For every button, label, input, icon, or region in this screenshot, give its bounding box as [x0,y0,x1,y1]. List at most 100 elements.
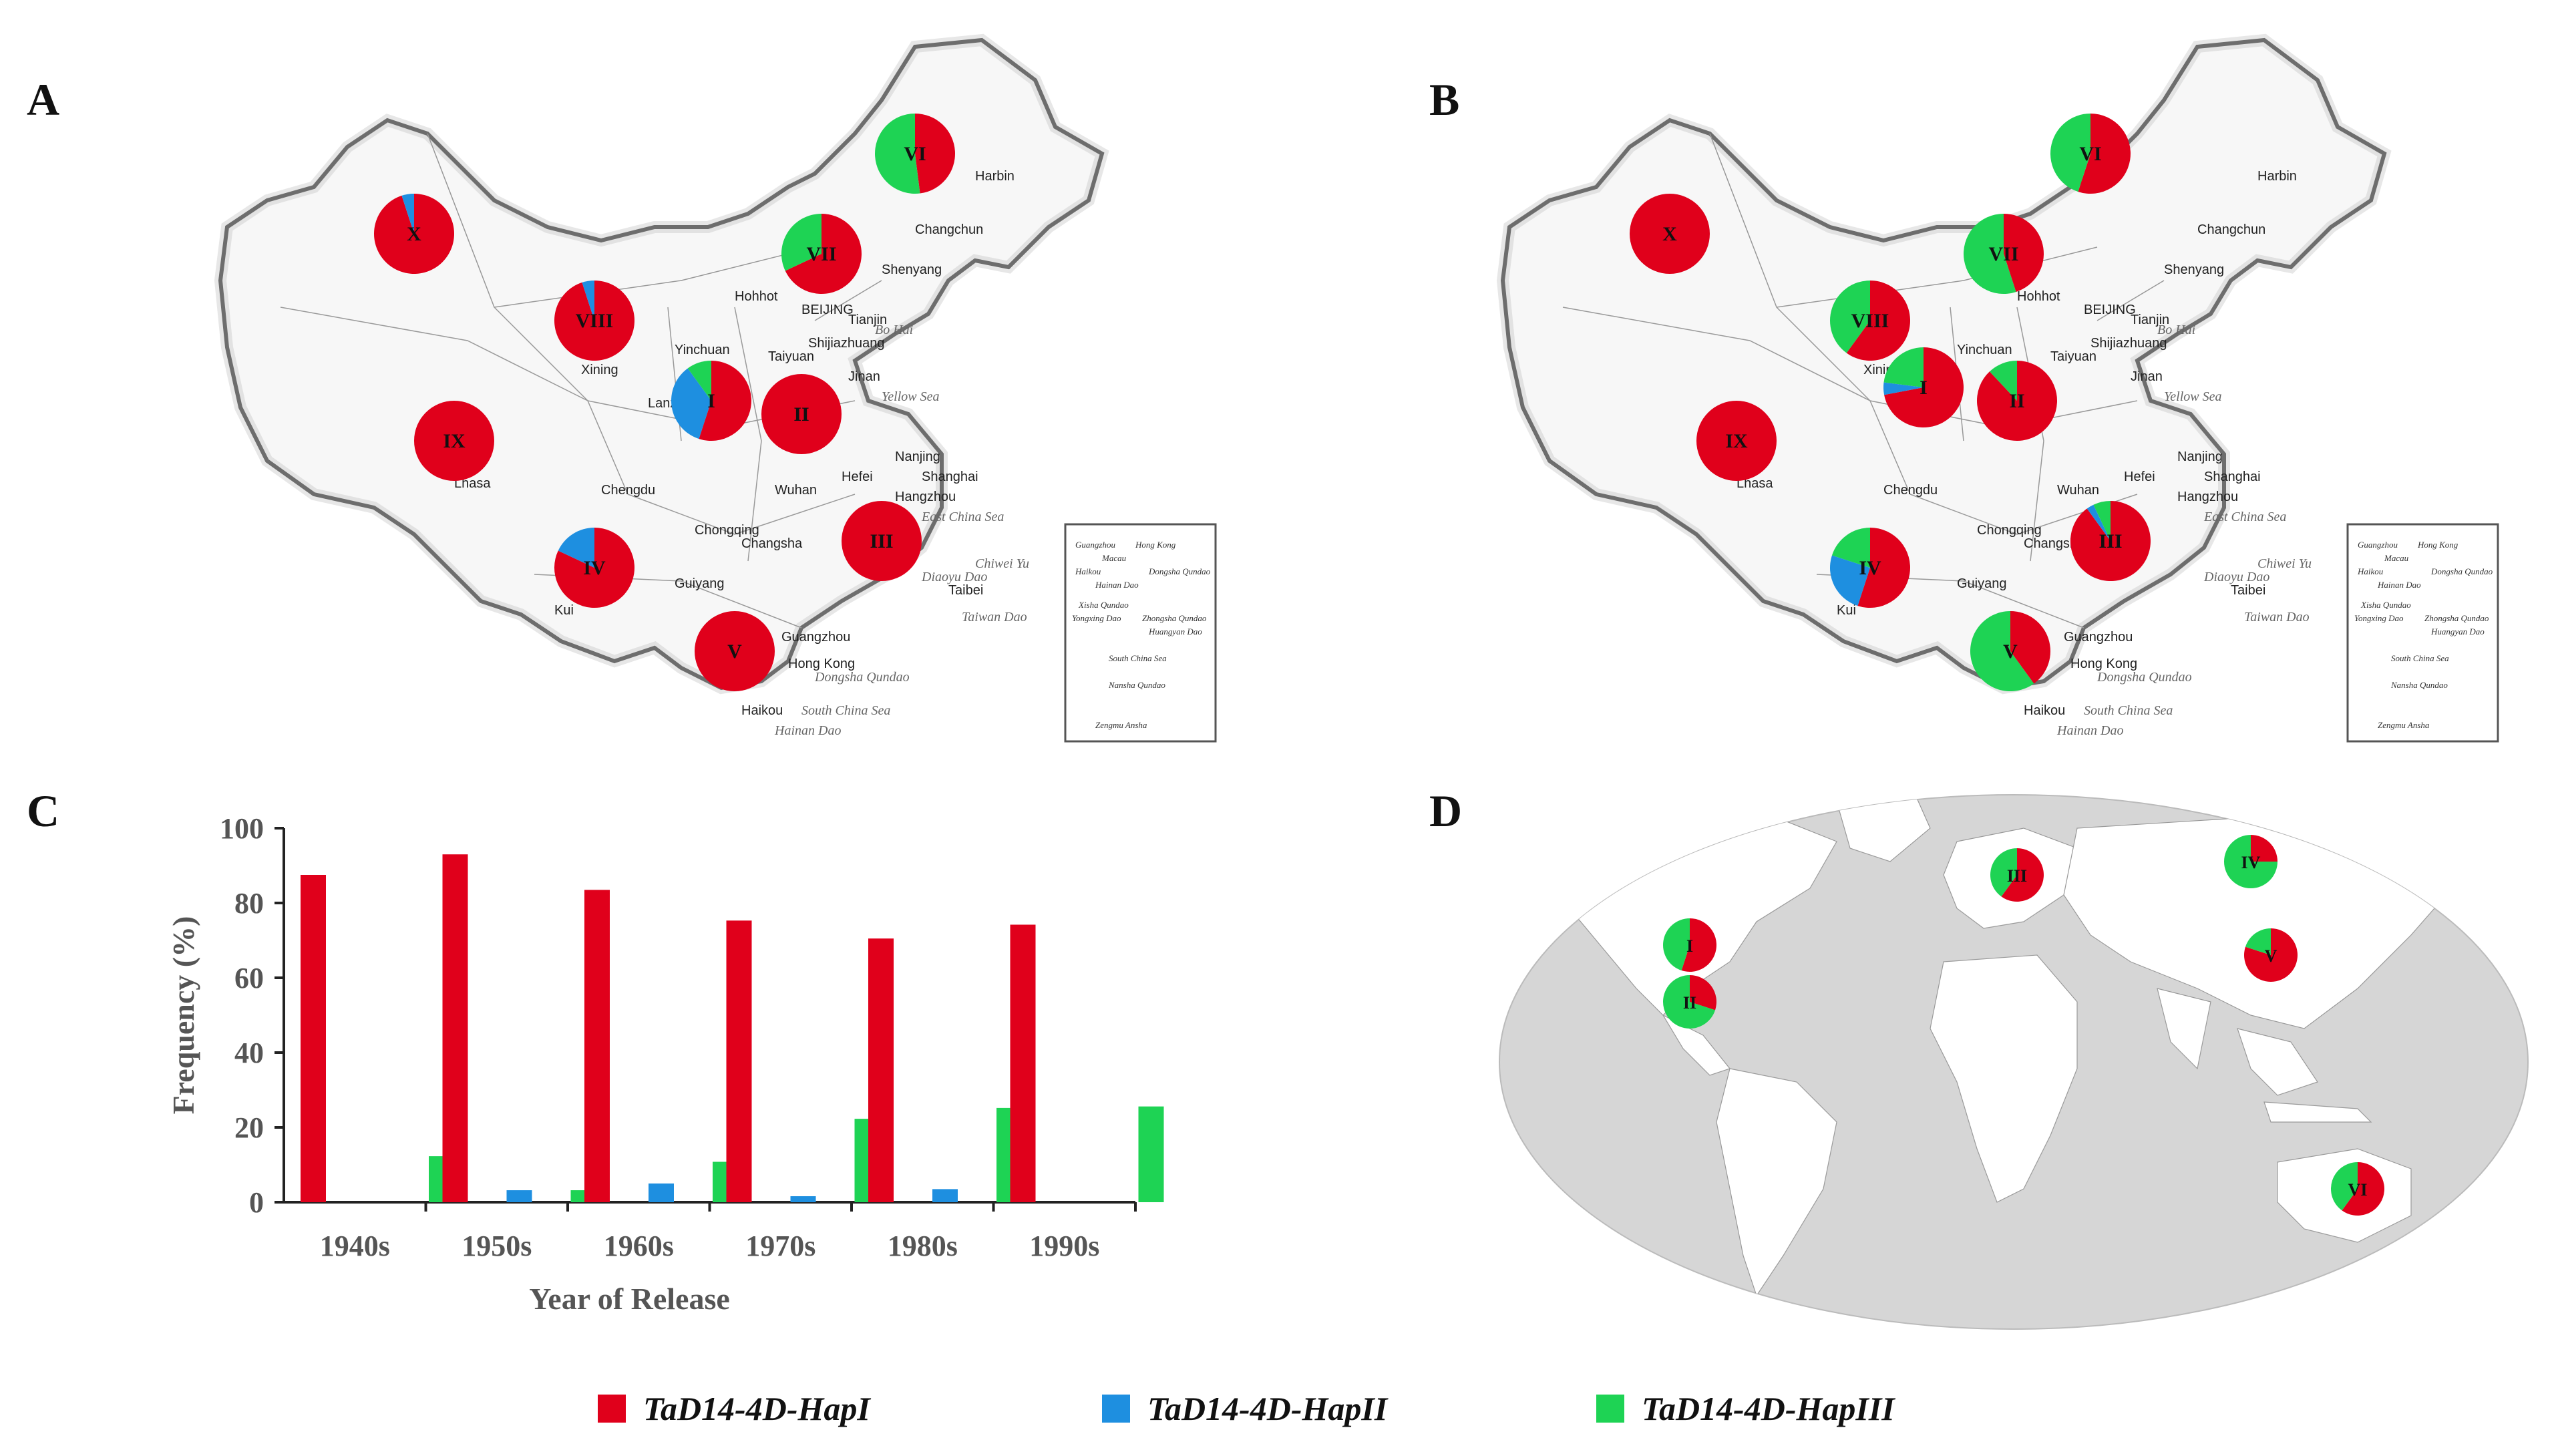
city-label: Chongqing [1977,523,2042,538]
legend-label-hapI: TaD14-4D-HapI [643,1390,870,1427]
bar-hapII [932,1189,958,1202]
city-label: Haikou [2024,703,2065,718]
inset-label: Macau [2384,553,2409,563]
legend-item-hapIII: TaD14-4D-HapIII [1596,1389,1895,1428]
city-label: Wuhan [2057,483,2099,498]
city-label: Hong Kong [788,657,855,671]
pie-slice-hapII [558,528,594,568]
inset-label: Zhongsha Qundao [1142,613,1207,623]
pie-chart-ii: II [761,374,842,454]
city-label: Changsha [2024,536,2085,551]
pie-slice-hapI [1846,281,1910,361]
inset-label: Yongxing Dao [1072,613,1121,623]
city-label: Jinan [848,369,880,384]
pie-slice-hapI [1681,918,1716,972]
sea-label: Yellow Sea [882,389,940,404]
pie-region-label: VI [2348,1180,2368,1200]
city-label: Hohhot [735,289,778,304]
legend-swatch-hapI [598,1395,626,1423]
pie-slice-hapII [1830,555,1870,606]
inset-label: Dongsha Qundao [1148,566,1211,576]
pie-slice-hapIII [1990,848,2017,897]
x-tick-label: 1940s [320,1230,390,1262]
sea-label: Chiwei Yu [2257,556,2312,571]
pie-slice-hapII [582,281,594,321]
city-label: Shanghai [922,470,978,484]
pie-region-label: VII [806,243,836,265]
sea-label: Bo Hai [875,323,913,337]
pie-slice-hapII [2086,504,2111,541]
x-tick-label: 1950s [462,1230,532,1262]
pie-slice-hapI [374,194,455,275]
sea-label: South China Sea [2084,703,2173,718]
pie-slice-hapIII [781,214,822,271]
inset-label: Hainan Dao [1095,580,1139,590]
pie-region-label: IV [1859,557,1881,579]
city-label: Hong Kong [2070,657,2137,671]
legend-item-hapI: TaD14-4D-HapI [598,1389,870,1428]
pie-chart-v: V [695,611,775,691]
sea-label: Diaoyu Dao [921,570,987,584]
inset-label: Haikou [1075,566,1101,576]
pie-chart-i: I [671,361,751,441]
city-label: Lanz [648,396,677,411]
city-label: Chengdu [1883,483,1938,498]
pie-region-label: V [727,641,742,663]
pie-chart-ii: II [1977,361,2057,441]
pie-region-label: I [1920,377,1928,399]
inset-label: Zengmu Ansha [1095,720,1147,730]
pie-slice-hapI [699,361,751,441]
pie-chart-vii: VII [1964,214,2044,294]
city-labels: Harbin Changchun Shenyang Hohhot BEIJING… [1737,169,2297,718]
x-tick-label: 1960s [604,1230,674,1262]
pie-slice-hapII [1883,382,1924,395]
bar-hapI [726,920,752,1202]
inset-label: Hong Kong [2417,540,2458,550]
inset-label: Xisha Qundao [2360,600,2411,610]
pie-slice-hapI [1884,347,1964,427]
city-label: Nanjing [895,449,940,464]
city-label: Tianjin [848,313,887,327]
bar-hapI [301,875,326,1202]
city-label: Lhasa [1737,476,1773,491]
pie-slice-hapI [695,611,775,691]
inset-label: Guangzhou [1075,540,1115,550]
pie-region-label: VI [2079,143,2101,165]
inset-label: Huangyan Dao [1148,626,1202,636]
city-label: Taibei [948,583,983,598]
city-label: Hangzhou [2177,490,2238,504]
sea-label: Taiwan Dao [962,610,1027,624]
pie-chart-iii: III [842,501,922,581]
china-map-a: Yellow Sea East China Sea South China Se… [214,33,1217,743]
pie-region-label: VIII [576,310,614,332]
city-label: BEIJING [2084,303,2136,317]
city-label: Wuhan [775,483,817,498]
pie-slice-hapI [2004,214,2044,293]
pie-region-label: X [407,223,421,245]
pie-slice-hapII [671,368,711,439]
city-label: Chongqing [695,523,759,538]
inset-map: Guangzhou Hong Kong Haikou Macau Hainan … [2346,523,2499,743]
pie-slice-hapIII [875,114,920,194]
city-labels: Harbin Changchun Shenyang Hohhot BEIJING… [454,169,1015,718]
sea-label: Dongsha Qundao [2097,670,2192,685]
inset-label: Hong Kong [1135,540,1176,550]
pie-slice-hapI [2251,835,2277,862]
city-label: Shenyang [2164,262,2224,277]
pie-slice-hapIII [2245,928,2271,955]
y-tick-label: 100 [220,812,264,845]
inset-label: South China Sea [2391,653,2449,663]
panel-label-d: D [1429,785,1463,836]
pie-slice-hapI [1630,194,1710,274]
city-label: Yinchuan [675,343,730,357]
pie-slice-hapIII [1989,361,2017,401]
pie-slice-hapIII [2224,835,2277,888]
city-label: Lhasa [454,476,491,491]
inset-label: South China Sea [1109,653,1167,663]
pie-chart-x: X [1630,194,1710,274]
y-tick-label: 20 [234,1111,264,1144]
pie-chart-i: I [1883,347,1964,427]
pie-slice-hapIII [1883,347,1924,387]
city-label: Hohhot [2017,289,2060,304]
sea-label: Diaoyu Dao [2203,570,2269,584]
